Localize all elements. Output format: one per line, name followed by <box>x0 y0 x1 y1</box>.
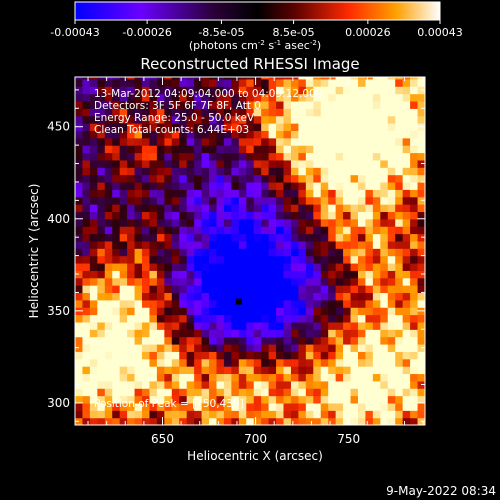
y-tick-label: 300 <box>47 396 70 410</box>
peak-position-label: Position of Peak = [750,439] <box>94 398 244 410</box>
colorbar-tick-label: -0.00043 <box>50 26 99 39</box>
colorbar-ticks: -0.00043 -0.00026 -8.5e-05 8.5e-05 0.00026 0.… <box>50 20 463 39</box>
chart-title: Reconstructed RHESSI Image <box>140 55 359 73</box>
x-axis: 650 700 750 <box>87 77 424 446</box>
observation-info: 13-Mar-2012 04:09:04.000 to 04:09:12.000… <box>94 88 322 136</box>
info-line: 13-Mar-2012 04:09:04.000 to 04:09:12.000 <box>94 88 322 100</box>
colorbar-tick-label: -0.00026 <box>122 26 171 39</box>
colorbar-tick-label: 0.00026 <box>345 26 391 39</box>
y-tick-label: 350 <box>47 304 70 318</box>
info-line: Energy Range: 25.0 - 50.0 keV <box>94 112 255 124</box>
colorbar-unit-label: (photons cm-2 s-1 asec-2) <box>189 39 321 52</box>
x-tick-label: 700 <box>244 432 267 446</box>
colorbar-bar <box>74 1 441 21</box>
colorbar: -0.00043 -0.00026 -8.5e-05 8.5e-05 0.00026 0.… <box>50 1 463 52</box>
x-axis-label: Heliocentric X (arcsec) <box>187 449 323 463</box>
y-axis-label: Heliocentric Y (arcsec) <box>27 184 41 319</box>
info-line: Detectors: 3F 5F 6F 7F 8F, Att 0 <box>94 100 261 112</box>
y-axis: 300 350 400 450 <box>47 89 425 422</box>
colorbar-tick-label: 0.00043 <box>417 26 463 39</box>
colorbar-tick-label: -8.5e-05 <box>198 26 244 39</box>
colorbar-tick-label: 8.5e-05 <box>272 26 314 39</box>
info-line: Clean Total counts: 6.44E+03 <box>94 124 249 136</box>
footer-date: 9-May-2022 08:34 <box>386 484 496 498</box>
x-tick-label: 750 <box>337 432 360 446</box>
x-tick-label: 650 <box>151 432 174 446</box>
y-tick-label: 400 <box>47 212 70 226</box>
peak-marker <box>235 298 242 305</box>
plot-frame <box>74 76 426 426</box>
y-tick-label: 450 <box>47 120 70 134</box>
heatmap-image <box>75 77 425 425</box>
